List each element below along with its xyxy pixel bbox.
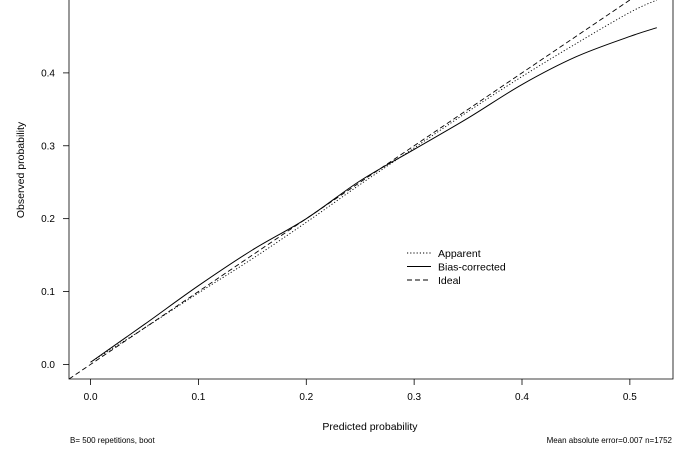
series-line-bias-corrected <box>90 27 657 363</box>
y-axis: 0.0 0.1 0.2 0.3 0.4 <box>41 68 69 371</box>
footnote-right: Mean absolute error=0.007 n=1752 <box>547 436 673 445</box>
y-tick-label: 0.2 <box>41 214 55 225</box>
x-axis: 0.0 0.1 0.2 0.3 0.4 0.5 <box>68 0 674 403</box>
x-tick-label: 0.5 <box>623 392 637 403</box>
y-tick-label: 0.0 <box>41 360 55 371</box>
y-tick-label: 0.3 <box>41 141 55 152</box>
footnote-left: B= 500 repetitions, boot <box>70 436 156 445</box>
plot-frame <box>68 0 674 380</box>
legend-label: Ideal <box>438 275 461 287</box>
x-tick-label: 0.3 <box>407 392 421 403</box>
y-tick-label: 0.4 <box>41 68 55 79</box>
x-tick-label: 0.0 <box>84 392 98 403</box>
y-tick-label: 0.1 <box>41 287 55 298</box>
legend-label: Bias-corrected <box>438 261 506 273</box>
x-tick-label: 0.4 <box>515 392 529 403</box>
y-axis-title: Observed probability <box>15 121 27 218</box>
legend-label: Apparent <box>438 248 481 260</box>
x-axis-title: Predicted probability <box>322 421 418 433</box>
plot-lines <box>69 0 658 379</box>
x-tick-label: 0.1 <box>191 392 205 403</box>
series-line-ideal <box>69 0 631 379</box>
x-tick-label: 0.2 <box>299 392 313 403</box>
